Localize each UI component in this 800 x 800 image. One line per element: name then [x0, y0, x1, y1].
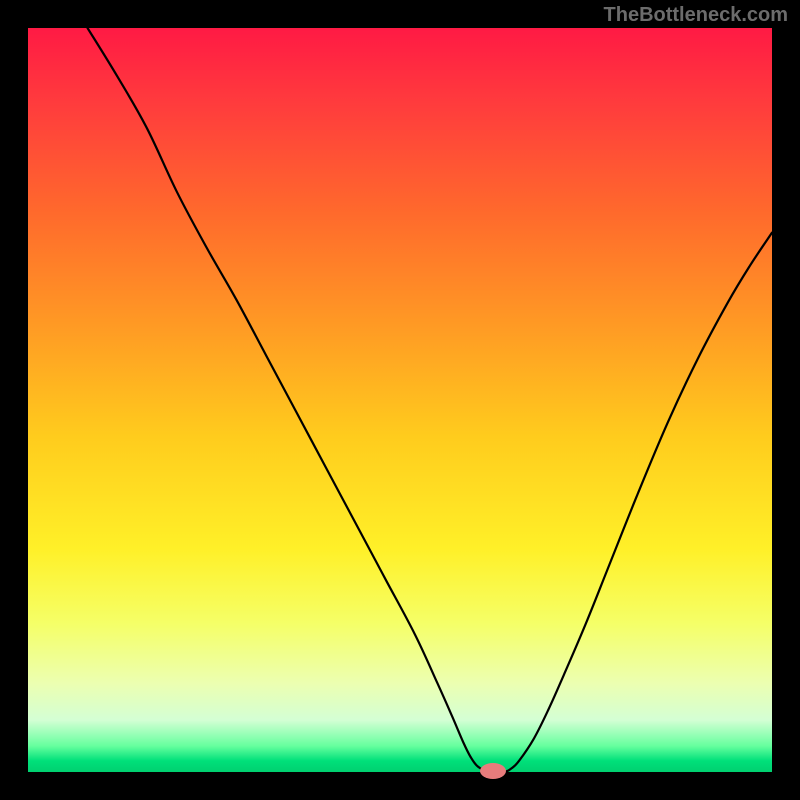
chart-container: TheBottleneck.com [0, 0, 800, 800]
plot-background [28, 28, 772, 772]
plot-area [28, 28, 772, 772]
watermark-text: TheBottleneck.com [604, 4, 788, 27]
plot-svg [28, 28, 772, 772]
optimal-marker [480, 763, 506, 779]
